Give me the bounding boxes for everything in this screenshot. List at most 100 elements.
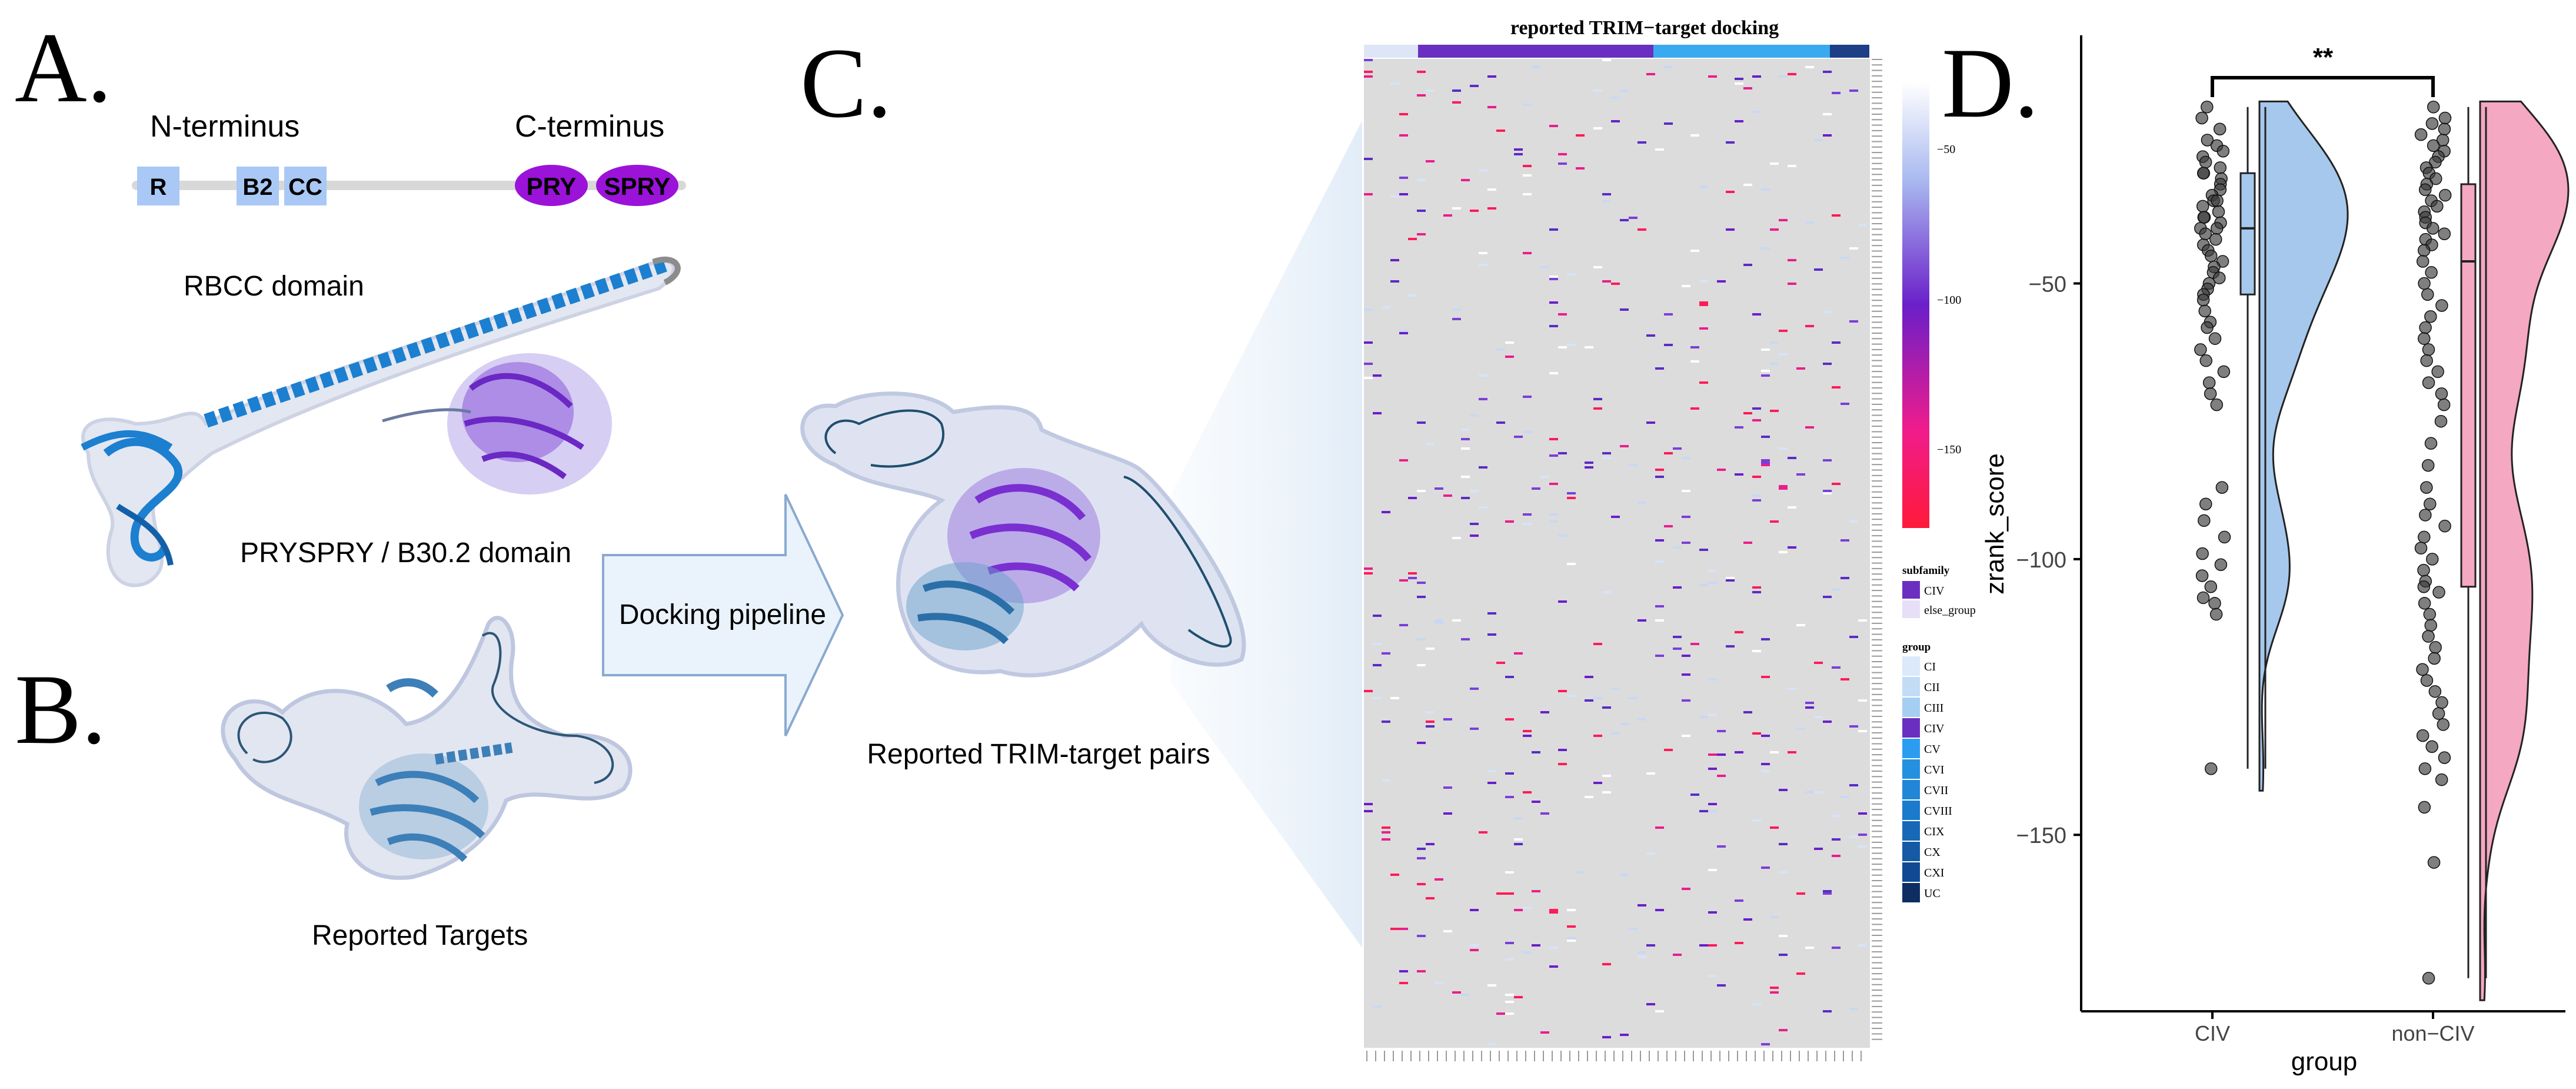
data-point <box>2434 414 2448 428</box>
heatmap-cell <box>1664 749 1673 751</box>
data-point <box>2201 134 2214 147</box>
heatmap-cell <box>1523 193 1532 195</box>
group-swatch <box>1902 759 1920 779</box>
heatmap-cell <box>1514 148 1523 151</box>
heatmap-cell <box>1752 591 1761 593</box>
heatmap-cell <box>1558 763 1567 765</box>
data-point <box>2214 161 2227 174</box>
heatmap-cell <box>1382 838 1390 841</box>
data-point <box>2204 580 2218 593</box>
heatmap-cell <box>1417 490 1426 492</box>
heatmap-row-tick <box>1872 474 1882 476</box>
heatmap-cell <box>1390 874 1399 876</box>
group-swatch <box>1902 821 1920 841</box>
heatmap-cell <box>1761 188 1770 191</box>
heatmap-cell <box>1602 457 1611 459</box>
heatmap-cell <box>1443 812 1452 815</box>
heatmap-cell <box>1549 965 1558 968</box>
heatmap-cell <box>1805 791 1814 793</box>
heatmap-col-tick <box>1799 1051 1800 1061</box>
panel-a-letter: A. <box>15 12 112 123</box>
data-point <box>2201 101 2214 114</box>
heatmap-cell <box>1858 944 1867 947</box>
heatmap-cell <box>1752 75 1761 78</box>
heatmap-cell <box>1435 619 1443 622</box>
heatmap-cell <box>1602 791 1611 793</box>
heatmap-cell <box>1382 652 1390 655</box>
heatmap-row-tick <box>1872 376 1882 378</box>
heatmap-cell <box>1664 525 1673 527</box>
heatmap-cell <box>1788 457 1796 459</box>
heatmap-cell <box>1532 801 1540 803</box>
heatmap-cell <box>1505 772 1514 775</box>
heatmap-cell <box>1585 346 1593 348</box>
heatmap-row-tick <box>1872 935 1882 936</box>
heatmap-cell <box>1832 666 1841 669</box>
heatmap-cell <box>1735 899 1743 902</box>
heatmap-cell <box>1399 193 1408 195</box>
heatmap-col-tick <box>1578 1051 1579 1061</box>
heatmap-row-tick <box>1872 316 1882 318</box>
heatmap-cell <box>1761 348 1770 351</box>
group-label: CVII <box>1924 784 1948 797</box>
heatmap-cell <box>1611 97 1620 99</box>
data-point <box>2438 111 2452 125</box>
data-point <box>2217 365 2231 379</box>
heatmap-col-tick <box>1710 1051 1712 1061</box>
heatmap-row-tick <box>1872 234 1882 235</box>
heatmap-row-tick <box>1872 847 1882 849</box>
heatmap-cell <box>1558 690 1567 692</box>
heatmap-cell <box>1461 994 1470 996</box>
group-label: CV <box>1924 743 1941 756</box>
heatmap-cell <box>1708 810 1717 812</box>
heatmap-cell <box>1364 690 1373 692</box>
data-point <box>2437 398 2451 411</box>
group-legend: group CI CII CIII CIV CV CVI CVII CVIII CIX CX CXI… <box>1902 641 1952 902</box>
heatmap-cell <box>1417 233 1426 235</box>
data-point <box>2422 630 2435 643</box>
data-point <box>2213 122 2226 135</box>
heatmap-cell <box>1523 513 1532 516</box>
heatmap-cell <box>1858 812 1867 815</box>
heatmap-cell <box>1779 551 1788 553</box>
heatmap-cell <box>1841 577 1849 579</box>
heatmap-cell <box>1549 125 1558 127</box>
heatmap-cell <box>1452 101 1461 104</box>
heatmap-cell <box>1452 308 1461 311</box>
data-point <box>2197 211 2211 224</box>
heatmap-cell <box>1417 883 1426 885</box>
heatmap-row-tick <box>1872 267 1882 268</box>
heatmap-cell <box>1426 843 1435 845</box>
heatmap-cell <box>1796 473 1805 476</box>
heatmap-cell <box>1461 438 1470 440</box>
subfamily-swatch-else <box>1902 600 1920 618</box>
heatmap-cell <box>1549 520 1558 523</box>
heatmap-cell <box>1399 624 1408 626</box>
heatmap-cell <box>1823 1010 1832 1012</box>
heatmap-col-tick <box>1569 1051 1570 1061</box>
data-point <box>2426 553 2439 566</box>
heatmap-cell <box>1558 749 1567 751</box>
heatmap-row-tick <box>1872 655 1882 657</box>
heatmap-cell <box>1390 928 1399 930</box>
heatmap-row-tick <box>1872 940 1882 942</box>
data-point <box>2420 354 2433 367</box>
colorbar-tick-150: −150 <box>1937 443 1961 456</box>
data-point <box>2416 663 2429 676</box>
heatmap-cell <box>1585 699 1593 702</box>
heatmap-row-tick <box>1872 858 1882 859</box>
colorbar-gradient <box>1902 82 1929 528</box>
heatmap-cell <box>1646 944 1655 947</box>
heatmap-cell <box>1390 82 1399 85</box>
heatmap-cell <box>1699 327 1708 330</box>
heatmap-row-tick <box>1872 195 1882 197</box>
heatmap-cell <box>1593 89 1602 92</box>
heatmap-cell <box>1390 195 1399 198</box>
heatmap-cell <box>1814 716 1823 718</box>
heatmap-cell <box>1435 487 1443 490</box>
heatmap-cell <box>1470 728 1479 730</box>
heatmap-cell <box>1523 730 1532 732</box>
heatmap-cell <box>1779 789 1788 791</box>
heatmap-cell <box>1620 1034 1629 1036</box>
heatmap-cell <box>1646 421 1655 424</box>
